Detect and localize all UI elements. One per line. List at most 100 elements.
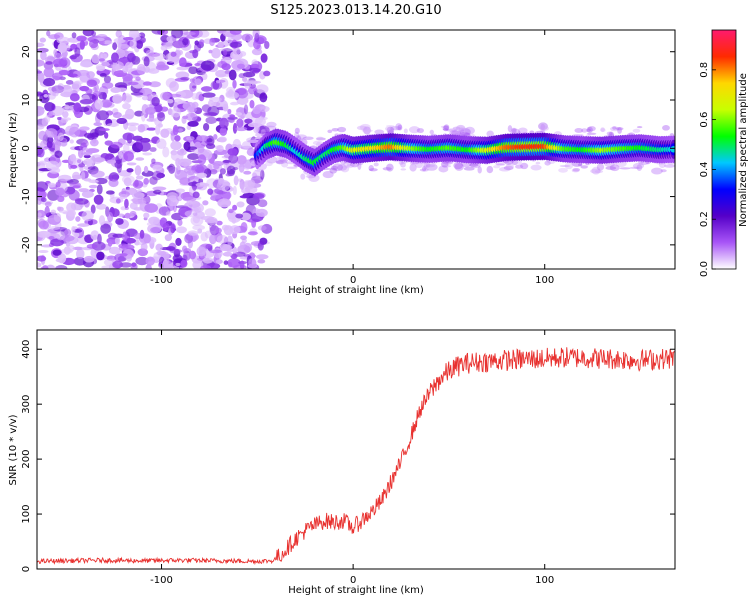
noise-speckle [94, 99, 104, 110]
noise-speckle [225, 91, 240, 99]
noise-speckle [68, 126, 81, 138]
noise-speckle [127, 81, 139, 86]
noise-speckle [247, 80, 262, 84]
ridge-halo-speckle [559, 164, 571, 168]
ridge-halo-speckle [443, 124, 450, 130]
noise-speckle [236, 144, 243, 148]
noise-speckle [199, 182, 204, 186]
noise-speckle [128, 125, 137, 132]
ridge-halo-speckle [660, 169, 667, 173]
noise-speckle [227, 148, 238, 156]
noise-speckle [184, 233, 194, 244]
noise-speckle [247, 231, 258, 236]
ridge-halo-speckle [286, 166, 298, 169]
noise-speckle [247, 122, 259, 128]
noise-speckle [170, 51, 177, 57]
noise-speckle [211, 47, 221, 59]
noise-speckle [143, 212, 150, 219]
noise-speckle [222, 190, 231, 201]
noise-speckle [58, 210, 70, 214]
noise-speckle [98, 128, 110, 132]
noise-speckle [151, 158, 156, 165]
noise-speckle [254, 133, 264, 137]
noise-speckle [93, 194, 104, 205]
noise-speckle [153, 189, 162, 195]
ridge-halo-speckle [312, 140, 324, 146]
noise-speckle [235, 213, 244, 219]
noise-speckle [38, 130, 47, 141]
noise-speckle [56, 195, 65, 203]
noise-speckle [258, 116, 268, 121]
noise-speckle [88, 179, 99, 184]
ridge-halo-speckle [329, 167, 338, 174]
noise-speckle [112, 260, 124, 269]
noise-speckle [235, 112, 243, 116]
spectrogram-ytick-label: -10 [21, 188, 32, 204]
noise-speckle [69, 139, 74, 144]
noise-speckle [55, 187, 65, 196]
noise-speckle [165, 246, 176, 251]
noise-speckle [48, 235, 55, 240]
ridge-halo-speckle [400, 161, 406, 168]
ridge-halo-speckle [460, 128, 471, 136]
noise-speckle [216, 234, 229, 244]
noise-speckle [68, 189, 80, 201]
noise-speckle [87, 166, 96, 170]
noise-speckle [76, 159, 82, 164]
noise-speckle [143, 177, 150, 185]
ridge-halo-speckle [300, 173, 306, 180]
noise-speckle [227, 108, 232, 115]
noise-speckle [124, 198, 129, 209]
noise-speckle [201, 72, 208, 80]
noise-speckle [141, 111, 146, 122]
noise-speckle [131, 262, 137, 267]
noise-speckle [184, 210, 198, 218]
noise-speckle [44, 201, 52, 207]
noise-speckle [50, 238, 64, 247]
noise-speckle [117, 213, 125, 218]
noise-speckle [248, 257, 257, 269]
noise-speckle [106, 123, 120, 127]
ridge-halo-speckle [456, 124, 466, 132]
noise-speckle [175, 262, 181, 267]
noise-speckle [52, 58, 67, 67]
noise-speckle [50, 209, 57, 215]
snr-xlabel: Height of straight line (km) [288, 585, 424, 596]
noise-speckle [232, 79, 237, 89]
noise-speckle [191, 164, 205, 174]
noise-speckle [79, 40, 86, 50]
ridge-halo-speckle [308, 174, 320, 182]
noise-speckle [118, 151, 123, 160]
noise-speckle [215, 227, 222, 234]
noise-speckle [188, 250, 197, 260]
ridge-halo-speckle [306, 174, 316, 179]
noise-speckle [255, 84, 269, 94]
noise-speckle [232, 122, 238, 134]
noise-speckle [124, 108, 135, 120]
noise-speckle [145, 49, 154, 57]
ridge-halo-speckle [558, 167, 568, 173]
noise-speckle [203, 111, 217, 117]
noise-speckle [221, 63, 231, 71]
noise-speckle [119, 193, 128, 200]
ridge-halo-speckle [632, 128, 641, 133]
noise-speckle [66, 202, 77, 213]
noise-speckle [123, 150, 135, 162]
noise-speckle [153, 252, 159, 261]
noise-speckle [194, 78, 202, 86]
ridge-halo-speckle [586, 128, 591, 132]
noise-speckle [132, 180, 144, 189]
noise-speckle [229, 30, 242, 35]
snr-ytick-label: 300 [21, 395, 32, 414]
noise-speckle [229, 41, 243, 48]
noise-speckle [42, 78, 56, 87]
ridge-halo-speckle [442, 164, 452, 168]
noise-speckle [77, 223, 90, 227]
ridge-halo-speckle [368, 165, 374, 172]
noise-speckle [194, 63, 201, 67]
noise-speckle [222, 251, 233, 257]
noise-speckle [52, 90, 59, 97]
noise-speckle [232, 204, 238, 211]
ridge-halo-speckle [429, 129, 434, 135]
